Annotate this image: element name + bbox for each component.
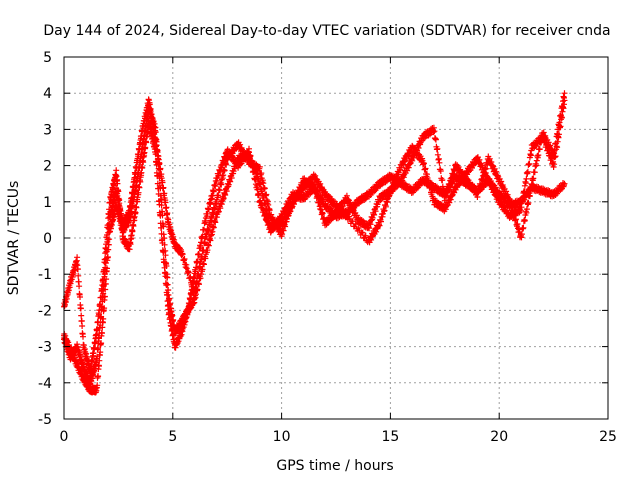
x-tick-label: 0	[60, 429, 69, 445]
point-markers	[61, 97, 568, 377]
axis-ticks	[63, 56, 609, 420]
y-tick-label: 2	[43, 159, 52, 175]
y-tick-label: -4	[38, 376, 52, 392]
y-tick-label: 3	[43, 122, 52, 138]
point-markers	[61, 104, 568, 396]
series-trace-a	[61, 104, 568, 396]
y-tick-label: -1	[38, 267, 52, 283]
x-tick-label: 20	[490, 429, 508, 445]
data-points	[61, 90, 568, 396]
y-tick-label: -3	[38, 340, 52, 356]
y-tick-label: -2	[38, 303, 52, 319]
x-tick-label: 10	[273, 429, 291, 445]
point-markers	[61, 90, 568, 388]
chart-title: Day 144 of 2024, Sidereal Day-to-day VTE…	[43, 23, 610, 39]
x-axis-label: GPS time / hours	[276, 458, 393, 474]
y-tick-label: 4	[43, 86, 52, 102]
x-tick-label: 5	[168, 429, 177, 445]
y-tick-label: 1	[43, 195, 52, 211]
series-trace-c	[61, 90, 568, 388]
y-tick-label: -5	[38, 412, 52, 428]
x-tick-label: 25	[599, 429, 617, 445]
y-tick-label: 0	[43, 231, 52, 247]
x-tick-labels: 0 5 10 15 20 25	[60, 429, 617, 445]
y-axis-label: SDTVAR / TECUs	[6, 181, 22, 296]
y-tick-label: 5	[43, 50, 52, 66]
series-trace-b	[61, 97, 568, 377]
y-tick-labels: -5 -4 -3 -2 -1 0 1 2 3 4 5	[38, 50, 52, 428]
x-tick-label: 15	[381, 429, 399, 445]
